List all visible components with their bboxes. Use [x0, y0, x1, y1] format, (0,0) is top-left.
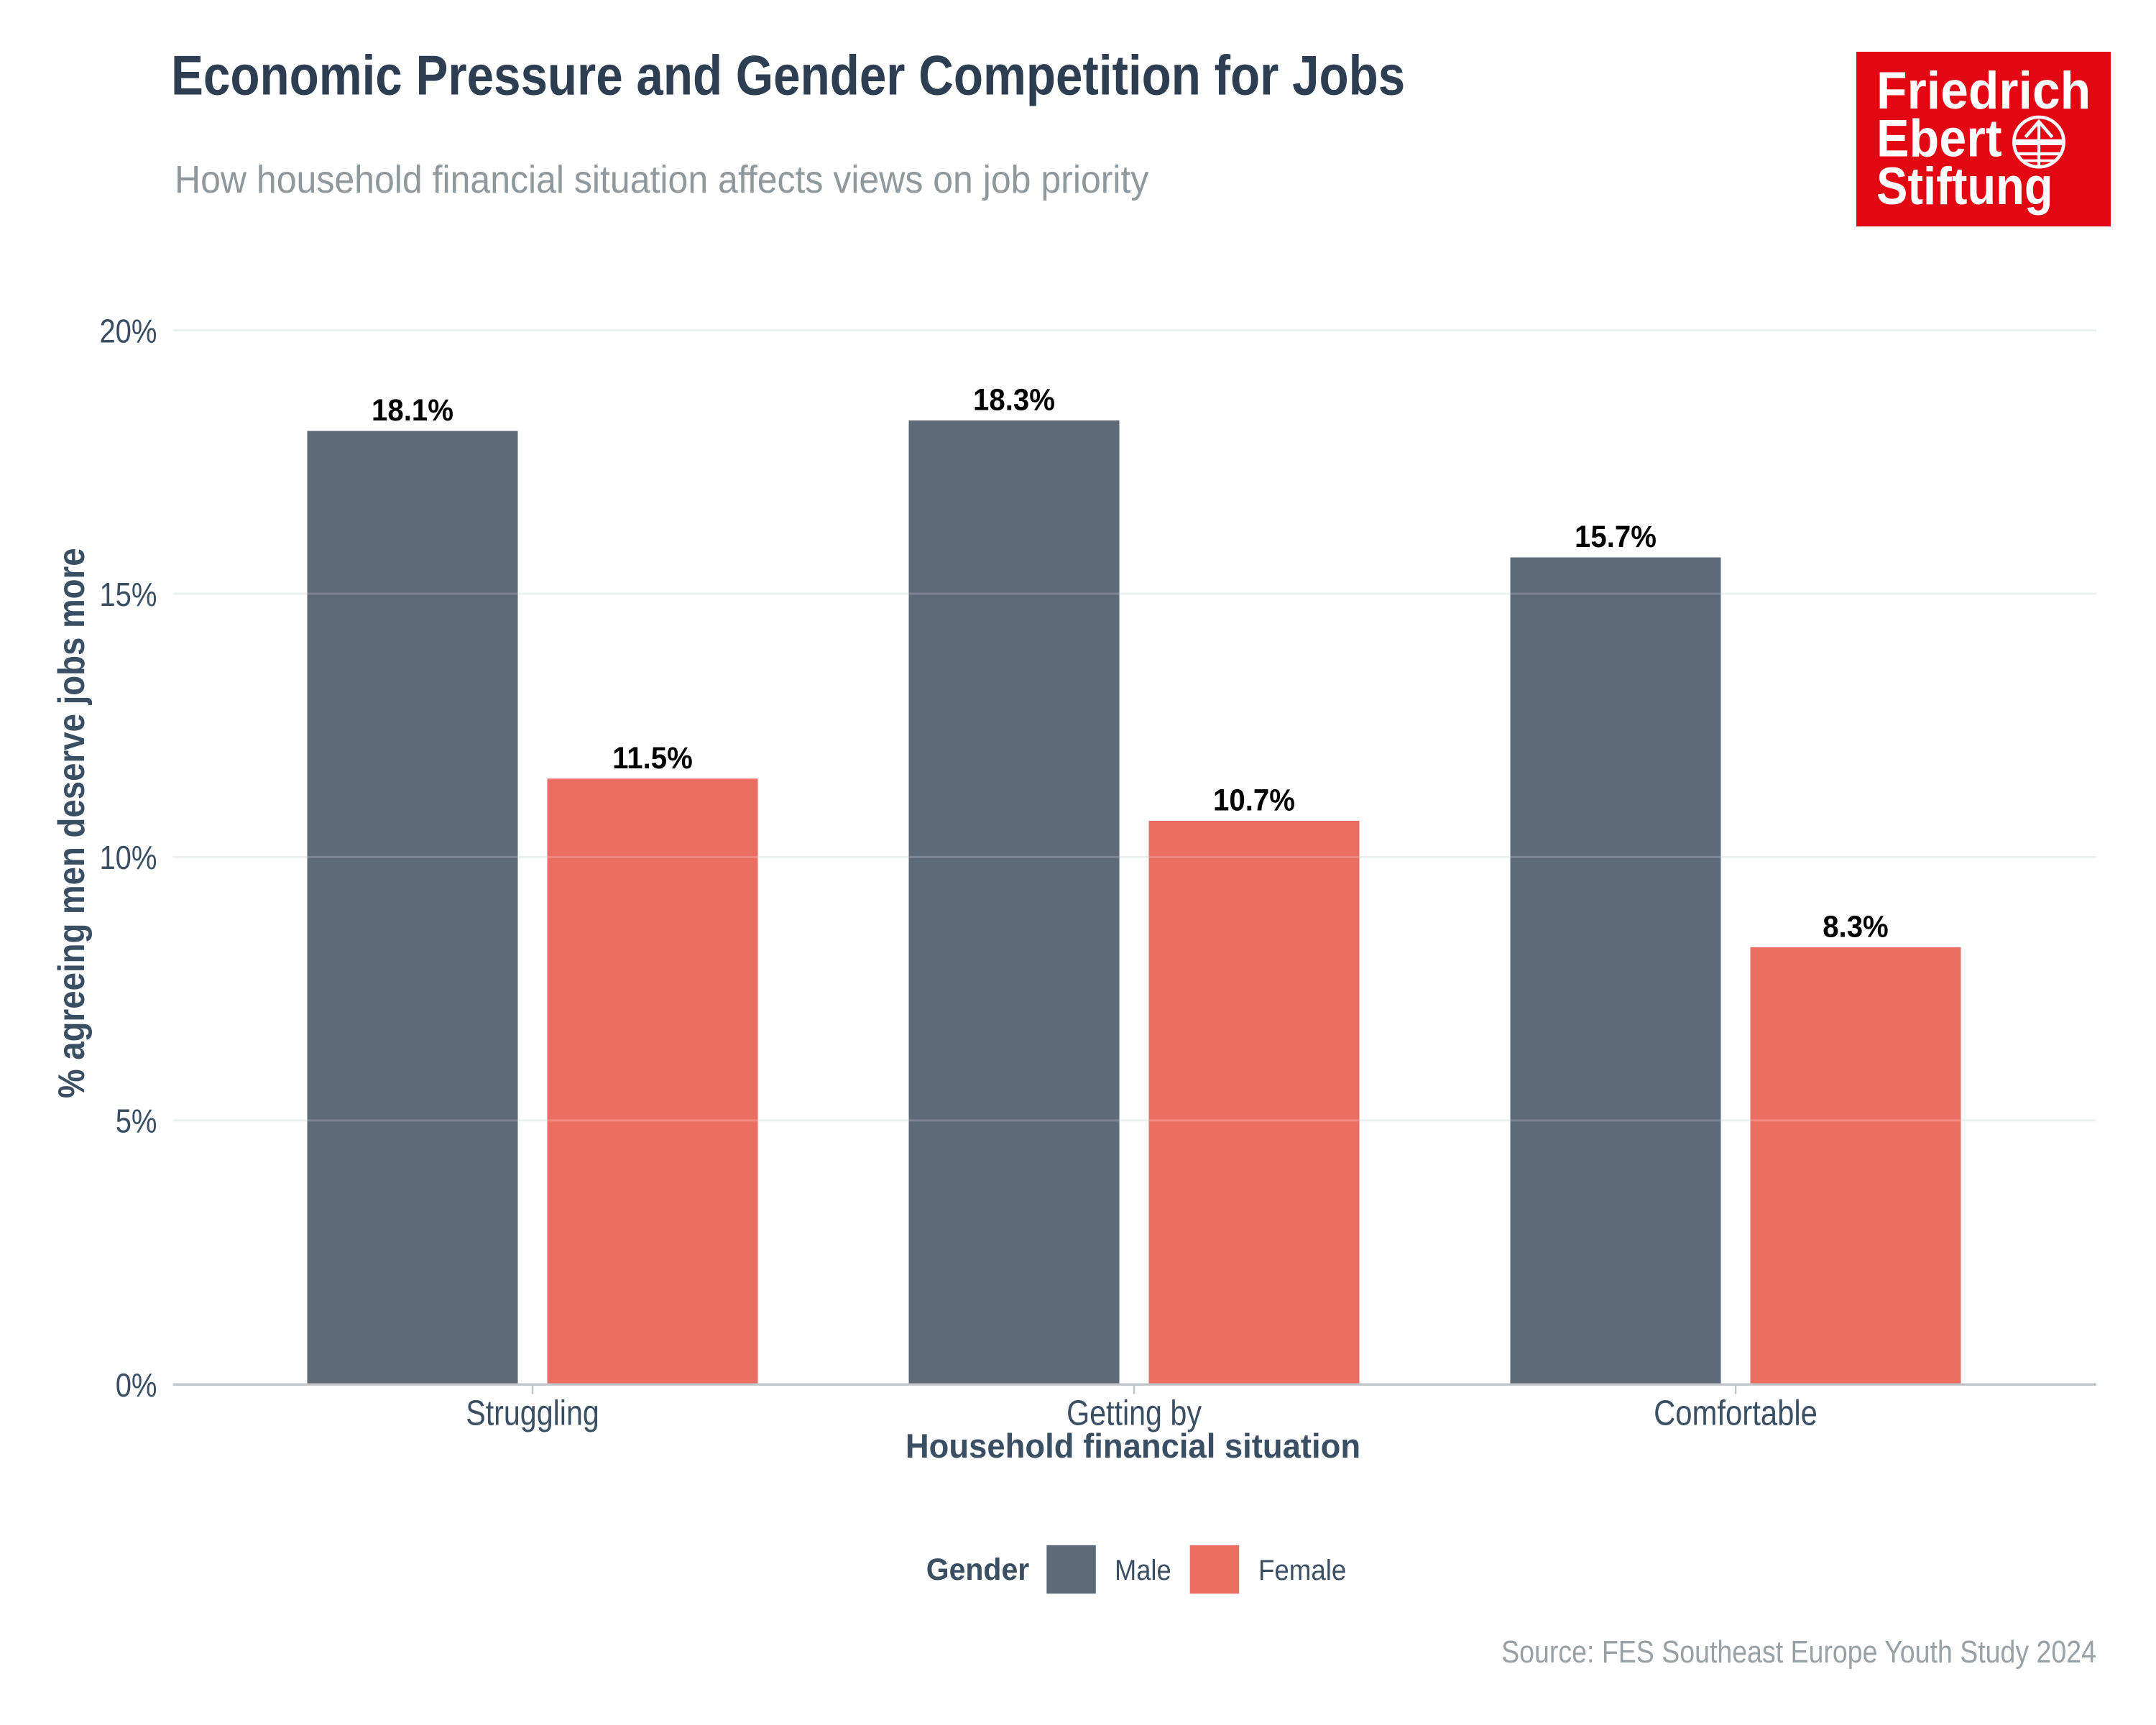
svg-text:Male: Male — [1115, 1554, 1171, 1586]
svg-text:8.3%: 8.3% — [1823, 908, 1889, 944]
svg-text:How household financial situat: How household financial situation affect… — [175, 158, 1148, 201]
svg-text:Getting by: Getting by — [1067, 1393, 1202, 1432]
svg-text:Household financial situation: Household financial situation — [906, 1427, 1360, 1465]
svg-text:Comfortable: Comfortable — [1654, 1394, 1818, 1433]
svg-text:Friedrich: Friedrich — [1876, 61, 2091, 120]
svg-text:Struggling: Struggling — [466, 1393, 599, 1432]
svg-text:10%: 10% — [99, 840, 157, 877]
svg-text:% agreeing men deserve jobs mo: % agreeing men deserve jobs more — [51, 548, 92, 1098]
svg-text:Gender: Gender — [926, 1552, 1030, 1586]
svg-text:15%: 15% — [99, 576, 157, 613]
svg-text:Ebert: Ebert — [1876, 109, 2002, 167]
svg-text:10.7%: 10.7% — [1213, 782, 1295, 817]
svg-text:20%: 20% — [99, 313, 157, 350]
svg-text:18.3%: 18.3% — [973, 382, 1055, 417]
svg-text:15.7%: 15.7% — [1575, 519, 1657, 554]
svg-text:Female: Female — [1258, 1554, 1346, 1586]
svg-text:11.5%: 11.5% — [612, 740, 693, 776]
svg-text:Source: FES Southeast Europe Y: Source: FES Southeast Europe Youth Study… — [1501, 1634, 2096, 1670]
svg-text:Economic Pressure and Gender C: Economic Pressure and Gender Competition… — [171, 45, 1405, 107]
svg-text:18.1%: 18.1% — [372, 392, 453, 428]
svg-text:5%: 5% — [116, 1103, 157, 1140]
svg-text:Stiftung: Stiftung — [1876, 156, 2053, 215]
svg-text:0%: 0% — [116, 1367, 157, 1404]
